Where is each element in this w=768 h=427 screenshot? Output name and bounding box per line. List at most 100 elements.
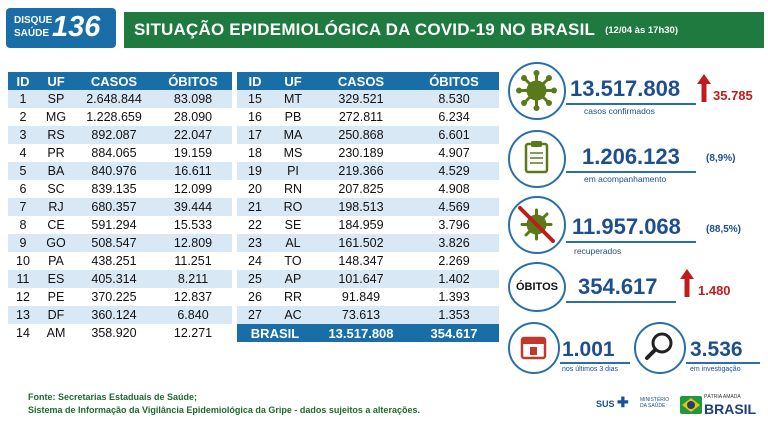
recuperados-caption: recuperados: [574, 246, 622, 256]
divider: [566, 301, 676, 303]
confirmados-value: 13.517.808: [570, 76, 681, 101]
cell-id: 3: [8, 126, 38, 144]
cell-uf: SE: [273, 216, 313, 234]
cell-id: 21: [237, 198, 273, 216]
cell-uf: TO: [273, 252, 313, 270]
cell-id: 13: [8, 306, 38, 324]
logo-line2: SAÚDE: [14, 28, 50, 39]
cell-id: 4: [8, 144, 38, 162]
cell-id: 20: [237, 180, 273, 198]
cell-uf: BA: [38, 162, 74, 180]
table-row: 1 SP 2.648.844 83.098: [8, 90, 232, 108]
cell-id: 12: [8, 288, 38, 306]
cell-obitos: 39.444: [154, 198, 232, 216]
investigacao-caption: em investigação: [690, 366, 741, 373]
cell-id: 17: [237, 126, 273, 144]
table-row: 22 SE 184.959 3.796: [237, 216, 499, 234]
table-row: 24 TO 148.347 2.269: [237, 252, 499, 270]
cell-casos: 405.314: [74, 270, 154, 288]
cell-casos: 438.251: [74, 252, 154, 270]
cell-obitos: 6.601: [409, 126, 499, 144]
table-row: 4 PR 884.065 19.159: [8, 144, 232, 162]
cell-casos: 230.189: [313, 144, 409, 162]
table-row: 19 PI 219.366 4.529: [237, 162, 499, 180]
cell-uf: ES: [38, 270, 74, 288]
cell-casos: 892.087: [74, 126, 154, 144]
cell-uf: RN: [273, 180, 313, 198]
cell-uf: RJ: [38, 198, 74, 216]
cell-id: 18: [237, 144, 273, 162]
table-row: 11 ES 405.314 8.211: [8, 270, 232, 288]
table-row: 16 PB 272.811 6.234: [237, 108, 499, 126]
page-title: SITUAÇÃO EPIDEMIOLÓGICA DA COVID-19 NO B…: [134, 20, 596, 39]
table-header-row: ID UF CASOS ÓBITOS: [8, 72, 232, 90]
table-row: 20 RN 207.825 4.908: [237, 180, 499, 198]
cell-obitos: 4.907: [409, 144, 499, 162]
cell-obitos: 2.269: [409, 252, 499, 270]
cell-obitos: 12.099: [154, 180, 232, 198]
cell-id: 24: [237, 252, 273, 270]
cell-casos: 2.648.844: [74, 90, 154, 108]
table-row: 3 RS 892.087 22.047: [8, 126, 232, 144]
cell-id: 22: [237, 216, 273, 234]
cell-id: 25: [237, 270, 273, 288]
cell-obitos: 1.402: [409, 270, 499, 288]
cell-uf: PR: [38, 144, 74, 162]
confirmados-caption: casos confirmados: [584, 106, 655, 116]
logo-number: 136: [52, 11, 101, 43]
disque-saude-logo: DISQUE SAÚDE 136: [6, 8, 116, 48]
cell-uf: RR: [273, 288, 313, 306]
cell-casos: 207.825: [313, 180, 409, 198]
table-row: 12 PE 370.225 12.837: [8, 288, 232, 306]
cell-id: 5: [8, 162, 38, 180]
table-row: 10 PA 438.251 11.251: [8, 252, 232, 270]
recuperados-pct: (88,5%): [706, 224, 742, 235]
cell-id: 8: [8, 216, 38, 234]
cell-casos: 839.135: [74, 180, 154, 198]
cell-casos: 272.811: [313, 108, 409, 126]
table-row: 26 RR 91.849 1.393: [237, 288, 499, 306]
cell-obitos: 8.211: [154, 270, 232, 288]
cell-obitos: 12.837: [154, 288, 232, 306]
states-table-right: ID UF CASOS ÓBITOS 15 MT 329.521 8.530 16 PB 2…: [237, 72, 499, 342]
cell-casos: 1.228.659: [74, 108, 154, 126]
cell-casos: 101.647: [313, 270, 409, 288]
table-row: 25 AP 101.647 1.402: [237, 270, 499, 288]
cell-id: 10: [8, 252, 38, 270]
obitos-value: 354.617: [578, 274, 658, 299]
acompanhamento-pct: (8,9%): [706, 153, 736, 164]
brasil-logo: PÁTRIA AMADA BRASIL: [678, 392, 756, 420]
cell-id: 2: [8, 108, 38, 126]
cell-casos: 884.065: [74, 144, 154, 162]
cell-uf: MS: [273, 144, 313, 162]
logo-line1: DISQUE: [14, 15, 53, 26]
col-casos: CASOS: [74, 72, 154, 90]
cell-uf: RS: [38, 126, 74, 144]
cell-uf: MG: [38, 108, 74, 126]
cell-id: 7: [8, 198, 38, 216]
cell-obitos: 12.271: [154, 324, 232, 342]
cell-obitos: 4.908: [409, 180, 499, 198]
cell-casos: 358.920: [74, 324, 154, 342]
cell-obitos: 22.047: [154, 126, 232, 144]
recovered-virus-icon: [508, 196, 566, 254]
obitos-label: ÓBITOS: [516, 281, 558, 293]
cell-obitos: 11.251: [154, 252, 232, 270]
cell-obitos: 3.796: [409, 216, 499, 234]
table-row: 23 AL 161.502 3.826: [237, 234, 499, 252]
arrow-up-icon: [680, 269, 694, 297]
cell-casos: 329.521: [313, 90, 409, 108]
cell-uf: AP: [273, 270, 313, 288]
cell-casos: 250.868: [313, 126, 409, 144]
cell-id: 6: [8, 180, 38, 198]
total-obitos: 354.617: [409, 324, 499, 342]
table-row: 6 SC 839.135 12.099: [8, 180, 232, 198]
table-row: 18 MS 230.189 4.907: [237, 144, 499, 162]
brasil-flag-icon: [680, 396, 702, 414]
arrow-up-icon: [697, 74, 711, 102]
cell-obitos: 28.090: [154, 108, 232, 126]
cell-obitos: 19.159: [154, 144, 232, 162]
acompanhamento-value: 1.206.123: [582, 144, 680, 169]
col-id: ID: [237, 72, 273, 90]
table-row: 17 MA 250.868 6.601: [237, 126, 499, 144]
